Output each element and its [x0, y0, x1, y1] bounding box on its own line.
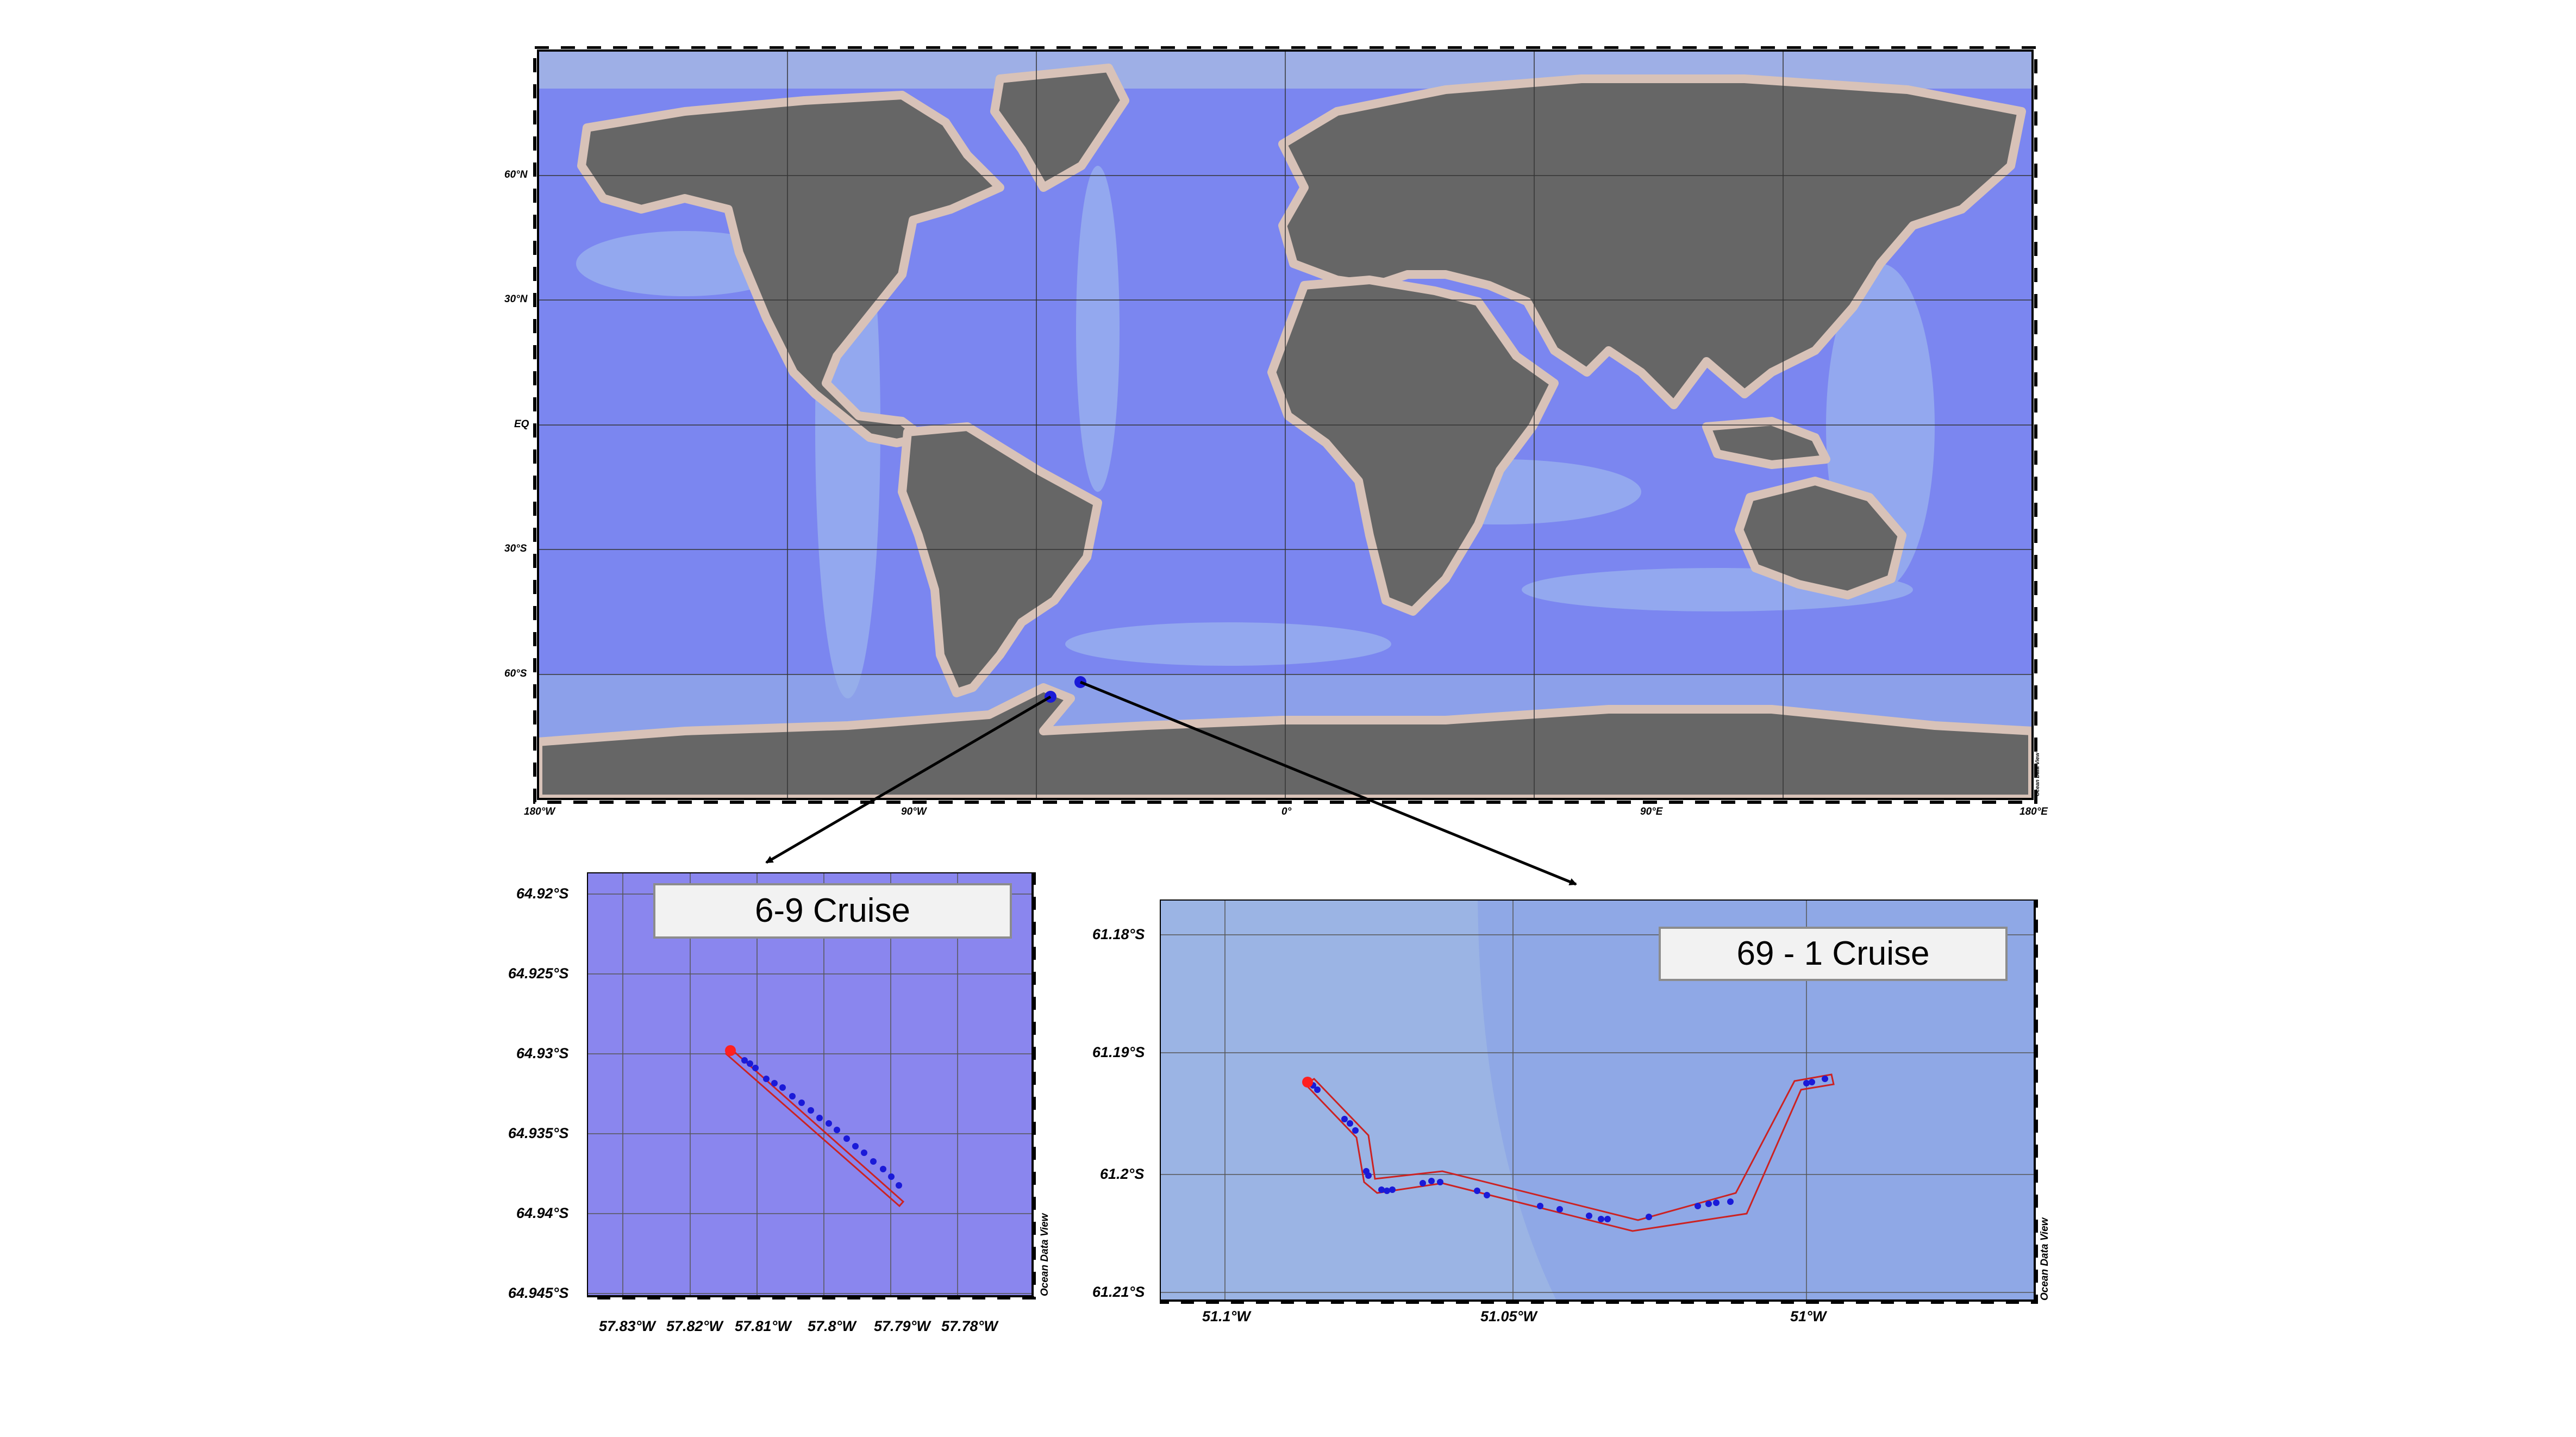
- lat-label: 64.93°S: [516, 1045, 569, 1061]
- lat-label: 61.2°S: [1100, 1166, 1145, 1182]
- lon-label: 51.1°W: [1202, 1308, 1251, 1324]
- lat-label: 64.92°S: [516, 885, 569, 902]
- lon-label: 90°E: [1640, 806, 1663, 817]
- inset-69-1-credit: Ocean Data View: [2039, 1217, 2050, 1301]
- start-point-6-9: [725, 1045, 736, 1056]
- cruise-track-69-1: [1304, 1073, 1835, 1232]
- inset-6-9-map: [587, 872, 1036, 1299]
- lat-label: 64.94°S: [516, 1205, 569, 1221]
- lat-label: 64.935°S: [508, 1125, 569, 1141]
- lat-label: 30°N: [504, 293, 528, 305]
- lon-label: 51°W: [1790, 1308, 1827, 1324]
- world-map-panel: 60°N 30°N EQ 30°S 60°S 180°W 90°W 0° 90°…: [504, 46, 2065, 829]
- lon-label: 57.82°W: [666, 1318, 723, 1334]
- map-credit: Ocean Data View: [2035, 752, 2041, 796]
- lon-label: 90°W: [901, 806, 927, 817]
- lat-label: 60°S: [504, 668, 527, 679]
- inset-69-1-title: 69 - 1 Cruise: [1659, 927, 2008, 981]
- lon-label: 0°: [1281, 806, 1292, 817]
- indonesia: [1702, 417, 1830, 469]
- lon-label: 57.79°W: [874, 1318, 930, 1334]
- lat-label: 64.945°S: [508, 1285, 569, 1301]
- lon-label: 57.8°W: [808, 1318, 856, 1334]
- lat-label: 61.19°S: [1092, 1044, 1145, 1060]
- graticule: [538, 51, 2033, 799]
- greenland: [990, 64, 1129, 192]
- lon-label: 180°E: [2019, 806, 2048, 817]
- lat-label: 60°N: [504, 169, 528, 180]
- inset-6-9-credit: Ocean Data View: [1039, 1213, 1051, 1296]
- start-point-69-1: [1302, 1077, 1313, 1088]
- north-america: [577, 91, 1004, 447]
- lon-label: 180°W: [524, 806, 555, 817]
- station-dots-69-1: [1310, 1076, 1828, 1222]
- lat-label: 61.18°S: [1092, 926, 1145, 942]
- lon-label: 57.81°W: [735, 1318, 791, 1334]
- lat-label: EQ: [514, 418, 529, 430]
- lon-label: 57.83°W: [599, 1318, 655, 1334]
- inset-69-1-panel: 69 - 1 Cruise 61.18°S 61.19°S 61.2°S 61.…: [1092, 899, 2062, 1361]
- lat-label: 61.21°S: [1092, 1284, 1145, 1300]
- station-dots-6-9: [741, 1057, 902, 1189]
- lon-label: 57.78°W: [941, 1318, 998, 1334]
- inset-6-9-title: 6-9 Cruise: [653, 883, 1012, 939]
- south-america: [898, 422, 1102, 697]
- inset-6-9-panel: 6-9 Cruise 64.92°S 64.925°S 64.93°S 64.9…: [508, 872, 1054, 1361]
- lat-label: 30°S: [504, 543, 527, 554]
- station-69-1: [1074, 676, 1086, 688]
- lat-label: 64.925°S: [508, 965, 569, 982]
- lon-label: 51.05°W: [1480, 1308, 1537, 1324]
- world-map: [533, 46, 2037, 804]
- australia: [1735, 477, 1906, 599]
- station-6-9: [1045, 691, 1056, 703]
